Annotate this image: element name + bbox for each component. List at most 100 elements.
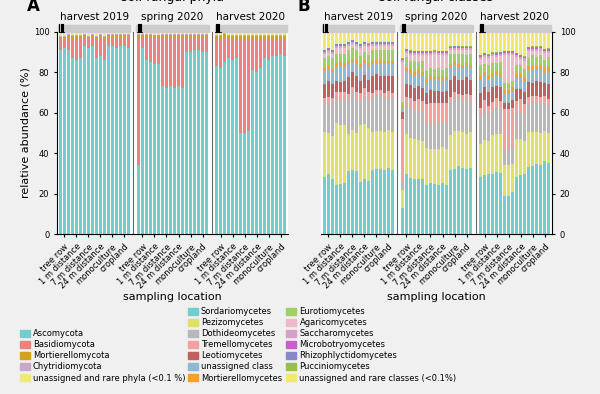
Bar [231,40,235,60]
Bar [425,104,428,124]
Bar [193,50,196,234]
Bar [371,50,374,61]
Bar [379,76,382,90]
Bar [362,87,366,98]
Bar [165,32,168,34]
Bar [437,32,440,51]
Bar [507,90,511,94]
Bar [338,44,342,45]
Bar [491,32,494,52]
Bar [173,32,176,34]
Bar [355,32,358,42]
Bar [511,147,514,164]
Bar [374,60,378,63]
Bar [503,83,506,90]
Bar [453,62,456,65]
Bar [479,76,482,80]
Bar [519,32,523,55]
Bar [371,64,374,76]
Bar [515,139,518,177]
Bar [449,134,452,170]
Bar [338,54,342,62]
Bar [177,37,180,86]
Bar [350,93,354,130]
Bar [197,32,200,34]
Bar [371,99,374,132]
Bar [543,72,547,83]
Bar [275,35,278,40]
Bar [531,83,535,96]
Bar [74,35,78,40]
Bar [322,26,394,32]
Bar [243,40,247,133]
Bar [433,32,436,50]
Bar [515,114,518,139]
Bar [359,125,362,182]
Bar [547,72,550,84]
Bar [145,37,148,60]
Bar [141,37,144,48]
Bar [453,54,456,62]
Bar [425,79,428,82]
Bar [519,89,523,99]
Bar [371,32,374,42]
Bar [355,60,358,63]
Bar [115,48,118,234]
Bar [429,32,432,51]
Bar [359,48,362,56]
Bar [386,64,390,76]
Text: A: A [27,0,40,15]
Bar [491,53,494,54]
Bar [355,92,358,98]
Bar [235,32,238,35]
Bar [350,40,354,41]
Bar [335,45,338,46]
Bar [461,68,464,80]
Bar [355,46,358,50]
Text: harvest 2019: harvest 2019 [60,12,129,22]
Bar [251,70,254,234]
Bar [119,35,122,37]
Bar [511,81,514,87]
Bar [483,63,487,72]
Bar [429,53,432,55]
Bar [469,48,472,50]
Bar [362,52,366,60]
Bar [507,53,511,55]
Bar [343,63,346,67]
Bar [326,97,330,103]
Bar [433,77,436,80]
Bar [409,55,412,61]
Bar [445,149,448,185]
Bar [433,184,436,234]
Bar [461,132,464,168]
Bar [519,65,523,74]
Bar [479,177,482,234]
Bar [479,65,482,76]
Bar [347,42,350,43]
Bar [326,49,330,50]
Bar [347,61,350,64]
Bar [103,37,106,39]
Bar [259,68,262,234]
Bar [453,132,456,169]
Bar [437,149,440,185]
Bar [323,68,326,71]
Bar [515,74,518,78]
Bar [421,72,424,75]
Bar [157,35,160,38]
Bar [59,36,62,37]
Bar [417,140,420,178]
Bar [495,32,499,52]
Bar [449,68,452,80]
Bar [409,72,412,85]
Bar [507,94,511,103]
Bar [515,53,518,54]
Bar [115,35,118,37]
Bar [110,46,114,234]
Bar [461,101,464,132]
Bar [527,48,530,49]
Bar [401,61,404,102]
Bar [197,37,200,50]
Bar [409,51,412,52]
